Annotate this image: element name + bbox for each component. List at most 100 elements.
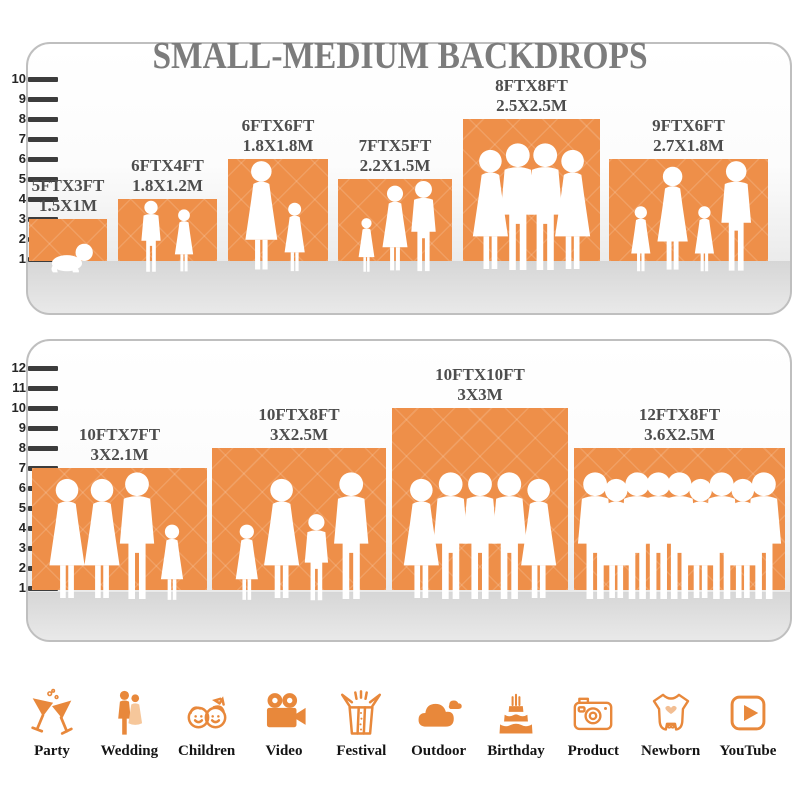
ruler-number: 10 <box>11 400 26 415</box>
ruler-tick <box>28 446 58 451</box>
ruler-tick <box>28 366 58 371</box>
ruler-tick <box>28 77 58 82</box>
ruler-number: 10 <box>11 71 26 86</box>
category-party: Party <box>16 682 88 760</box>
category-label: Festival <box>336 743 387 759</box>
backdrop-10ftx8ft: 10FTX8FT 3X2.5M <box>212 405 386 601</box>
backdrop-swatch <box>212 448 386 601</box>
birthday-cake-icon <box>491 682 541 738</box>
people-silhouette <box>235 472 369 601</box>
people-silhouette <box>577 472 782 600</box>
backdrop-size-label: 12FTX8FT 3.6X2.5M <box>638 404 721 444</box>
backdrop-12ftx8ft: 12FTX8FT 3.6X2.5M <box>574 405 785 600</box>
backdrop-8ftx8ft: 8FTX8FT 2.5X2.5M <box>463 76 600 271</box>
ruler-number: 5 <box>18 171 26 186</box>
ruler-tick <box>28 426 58 431</box>
category-label: Video <box>265 743 303 759</box>
ruler-number: 4 <box>18 520 26 535</box>
backdrop-6ftx6ft: 6FTX6FT 1.8X1.8M <box>228 116 328 272</box>
category-wedding: Wedding <box>93 682 165 760</box>
ruler-tick <box>28 197 58 202</box>
people-silhouette <box>358 180 436 272</box>
people-silhouette <box>141 200 194 272</box>
category-label: YouTube <box>719 743 777 759</box>
category-birthday: Birthday <box>480 682 552 760</box>
backdrop-10ftx10ft: 10FTX10FT 3X3M <box>392 365 568 600</box>
ruler-tick <box>28 97 58 102</box>
backdrop-size-label: 7FTX5FT 2.2X1.5M <box>358 135 432 175</box>
people-silhouette <box>245 161 305 272</box>
backdrop-7ftx5ft: 7FTX5FT 2.2X1.5M <box>338 136 452 272</box>
category-children: Children <box>171 682 243 760</box>
backdrop-9ftx6ft: 9FTX6FT 2.7X1.8M <box>609 116 768 272</box>
category-youtube: YouTube <box>712 682 784 760</box>
youtube-play-icon <box>723 682 773 738</box>
backdrop-size-label: 10FTX7FT 3X2.1M <box>78 424 161 464</box>
backdrop-swatch <box>32 468 207 600</box>
backdrop-swatch <box>29 219 107 273</box>
ruler-tick <box>28 406 58 411</box>
ruler-number: 9 <box>18 91 26 106</box>
gift-box-icon <box>336 682 386 738</box>
category-outdoor: Outdoor <box>403 682 475 760</box>
category-label: Newborn <box>641 743 701 759</box>
category-row: Party Wedding <box>16 660 784 760</box>
ruler-number: 8 <box>18 111 26 126</box>
baby-onesie-icon <box>646 682 696 738</box>
ruler-tick <box>28 157 58 162</box>
category-label: Children <box>178 743 236 759</box>
category-label: Product <box>567 743 619 759</box>
people-silhouette <box>49 472 184 600</box>
backdrop-swatch <box>574 448 785 600</box>
ruler-number: 12 <box>11 360 26 375</box>
category-video: Video <box>248 682 320 760</box>
ruler-number: 8 <box>18 440 26 455</box>
ruler-number: 3 <box>18 540 26 555</box>
ruler-number: 4 <box>18 191 26 206</box>
cloud-icon <box>414 682 464 738</box>
ruler-number: 1 <box>18 580 26 595</box>
party-icon <box>27 682 77 738</box>
backdrop-swatch <box>338 179 452 272</box>
ruler-number: 3 <box>18 211 26 226</box>
ruler-number: 2 <box>18 231 26 246</box>
ruler-number: 1 <box>18 251 26 266</box>
camera-icon <box>568 682 618 738</box>
backdrop-size-label: 8FTX8FT 2.5X2.5M <box>495 75 568 115</box>
ruler-number: 7 <box>18 131 26 146</box>
people-silhouette <box>472 143 591 271</box>
category-label: Wedding <box>100 743 159 759</box>
backdrop-size-label: 10FTX10FT 3X3M <box>435 364 525 404</box>
backdrop-swatch <box>228 159 328 272</box>
backdrop-size-label: 6FTX4FT 1.8X1.2M <box>131 155 204 195</box>
backdrop-size-label: 6FTX6FT 1.8X1.8M <box>241 115 315 155</box>
ruler-number: 7 <box>18 460 26 475</box>
floor-strip <box>28 592 790 640</box>
movie-camera-icon <box>259 682 309 738</box>
people-silhouette <box>631 161 752 272</box>
category-label: Outdoor <box>411 743 467 759</box>
ruler-tick <box>28 386 58 391</box>
backdrop-swatch <box>609 159 768 272</box>
backdrop-swatch <box>392 408 568 600</box>
category-festival: Festival <box>325 682 397 760</box>
backdrop-5ftx3ft: 5FTX3FT 1.5X1M <box>29 176 107 273</box>
page-title: SMALL-MEDIUM BACKDROPS <box>152 35 648 77</box>
people-silhouette <box>403 472 557 600</box>
ruler-number: 11 <box>12 380 26 395</box>
backdrop-size-label: 9FTX6FT 2.7X1.8M <box>652 115 725 155</box>
ruler-number: 9 <box>18 420 26 435</box>
category-label: Birthday <box>487 743 545 759</box>
ruler-tick <box>28 137 58 142</box>
ruler-tick <box>28 117 58 122</box>
ruler-number: 6 <box>18 151 26 166</box>
category-newborn: Newborn <box>635 682 707 760</box>
backdrop-6ftx4ft: 6FTX4FT 1.8X1.2M <box>118 156 217 272</box>
backdrop-size-label: 5FTX3FT 1.5X1M <box>31 175 105 215</box>
ruler-number: 5 <box>18 500 26 515</box>
category-label: Party <box>34 743 70 759</box>
backdrop-swatch <box>463 119 600 271</box>
backdrop-size-label: 10FTX8FT 3X2.5M <box>258 404 340 444</box>
ruler-number: 6 <box>18 480 26 495</box>
backdrop-swatch <box>118 199 217 272</box>
